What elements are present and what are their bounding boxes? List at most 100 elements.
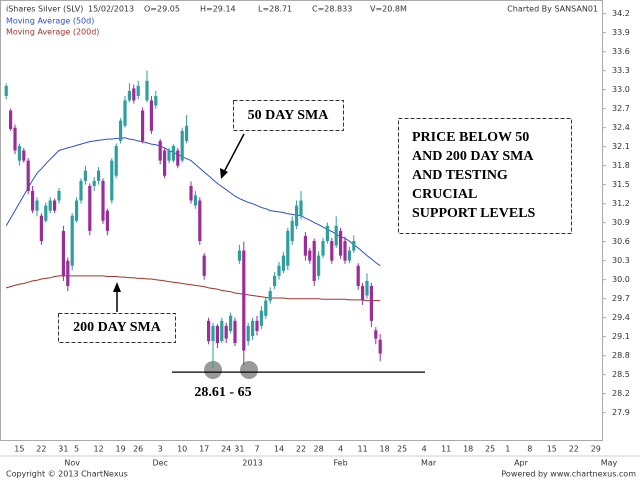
x-tick-label: 29 [591, 445, 601, 454]
x-tick-label: 22 [569, 445, 579, 454]
annotation-note: PRICE BELOW 50 AND 200 DAY SMA AND TESTING… [412, 130, 536, 221]
candle-body [123, 100, 127, 126]
x-tick-label: 17 [199, 445, 209, 454]
chart-title: iShares Silver (SLV) [6, 5, 83, 14]
footer-powered: Powered by www.chartnexus.com [501, 470, 636, 479]
plot-frame [0, 0, 603, 441]
x-tick-label: 25 [485, 445, 495, 454]
y-tick-label: 34.2 [612, 9, 630, 18]
annotation-note-line: SUPPORT LEVELS [412, 206, 536, 221]
y-tick-label: 32.7 [612, 104, 630, 113]
ma-line [6, 275, 381, 302]
footer-copyright: Copyright © 2013 ChartNexus [6, 470, 128, 479]
arrow-head [113, 282, 121, 292]
candle-body [255, 320, 259, 331]
candle-body [237, 250, 241, 261]
candle-body [220, 320, 224, 342]
candle-body [180, 130, 184, 161]
candle-body [158, 140, 162, 161]
candle-body [35, 200, 39, 211]
annotation-sma50: 50 DAY SMA [248, 108, 330, 123]
candle-body [374, 330, 378, 339]
candle-body [66, 260, 70, 286]
candle-body [163, 150, 167, 176]
candle-body [26, 160, 30, 191]
y-tick-label: 33.3 [612, 66, 630, 75]
candle-body [88, 185, 92, 231]
candle-body [369, 286, 373, 321]
header-close: C=28.833 [312, 5, 352, 14]
support-marker [204, 361, 222, 379]
arrow [223, 133, 245, 173]
candle-body [259, 310, 263, 326]
candle-body [356, 265, 360, 286]
x-tick-label: 8 [527, 445, 532, 454]
candle-body [281, 255, 285, 271]
candle-body [330, 241, 334, 261]
candle-body [149, 100, 153, 131]
candle-body [224, 325, 228, 339]
candle-body [22, 150, 26, 161]
candle-body [127, 90, 131, 101]
y-tick-label: 29.7 [612, 294, 630, 303]
x-period-label: 2013 [242, 459, 262, 468]
candle-body [79, 180, 83, 201]
y-tick-label: 29.4 [612, 313, 630, 322]
candle-body [334, 225, 338, 246]
candle-body [167, 150, 171, 161]
candle-body [211, 325, 215, 342]
x-tick-label: 31 [58, 445, 68, 454]
header-high: H=29.14 [200, 5, 236, 14]
candle-body [361, 286, 365, 301]
candle-body [92, 180, 96, 186]
candle-body [83, 170, 87, 181]
x-tick-label: 22 [296, 445, 306, 454]
candle-body [176, 150, 180, 166]
candle-body [189, 185, 193, 201]
header-low: L=28.71 [258, 5, 292, 14]
candle-body [273, 275, 277, 286]
candle-body [70, 215, 74, 266]
annotation-note-line: PRICE BELOW 50 [412, 130, 529, 145]
candle-body [110, 160, 114, 201]
candle-body [299, 200, 303, 216]
candle-body [48, 200, 52, 211]
support-marker [240, 361, 258, 379]
candle-body [365, 280, 369, 296]
x-tick-label: 26 [133, 445, 143, 454]
x-tick-label: 24 [221, 445, 231, 454]
candle-body [264, 300, 268, 316]
x-tick-label: 25 [397, 445, 407, 454]
candle-body [185, 125, 189, 141]
candle-body [347, 250, 351, 261]
candle-body [317, 255, 321, 276]
x-period-label: Nov [64, 459, 80, 468]
candle-body [75, 200, 79, 221]
x-period-label: Mar [421, 459, 437, 468]
y-tick-label: 32.4 [612, 123, 630, 132]
x-period-label: Feb [334, 459, 348, 468]
x-period-label: Apr [514, 459, 529, 468]
y-tick-label: 33.9 [612, 28, 630, 37]
candle-body [295, 205, 299, 226]
candle-body [290, 220, 294, 242]
x-tick-label: 4 [422, 445, 427, 454]
x-tick-label: 1 [505, 445, 510, 454]
x-tick-label: 28 [314, 445, 324, 454]
candle-body [198, 200, 202, 242]
y-tick-label: 32.1 [612, 142, 630, 151]
annotation-box [398, 118, 572, 234]
x-tick-label: 11 [441, 445, 451, 454]
x-tick-label: 18 [380, 445, 390, 454]
candle-body [325, 225, 329, 242]
y-tick-label: 31.2 [612, 199, 630, 208]
candle-body [312, 241, 316, 281]
x-tick-label: 15 [547, 445, 557, 454]
candle-body [215, 325, 219, 343]
x-period-label: Dec [152, 459, 167, 468]
y-tick-label: 28.5 [612, 370, 630, 379]
candle-body [57, 191, 61, 201]
candle-body [114, 146, 118, 176]
candle-body [39, 215, 43, 242]
candle-body [105, 210, 109, 231]
